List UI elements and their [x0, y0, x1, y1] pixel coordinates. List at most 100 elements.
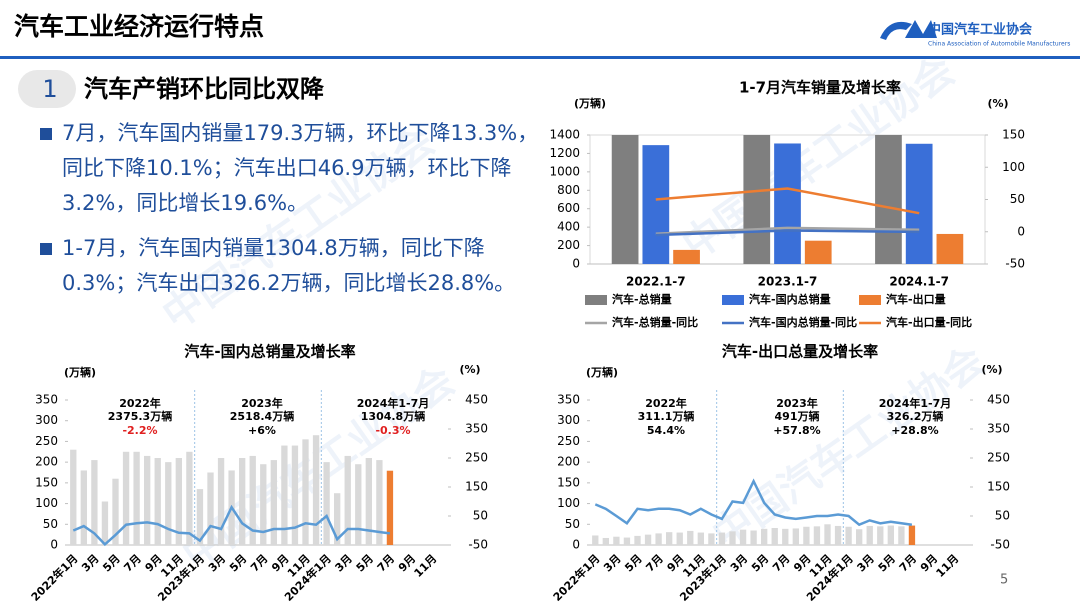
bar	[898, 526, 905, 545]
y-tick-label: 1400	[549, 128, 580, 142]
annotation-growth: -2.2%	[122, 424, 157, 437]
y2-tick-label: 350	[465, 422, 488, 436]
y-tick-label: 0	[572, 538, 580, 552]
y-tick-label: 600	[557, 201, 580, 215]
slide-title: 汽车工业经济运行特点	[14, 12, 264, 41]
y-tick-label: 200	[35, 455, 58, 469]
legend-swatch	[722, 295, 744, 305]
y-tick-label: 250	[35, 434, 58, 448]
annotation-growth: +28.8%	[891, 424, 938, 437]
y2-tick-label: 150	[987, 480, 1010, 494]
bar	[774, 143, 801, 264]
y-tick-label: 150	[557, 475, 580, 489]
legend-label: 汽车-总销量	[612, 292, 672, 306]
y2-tick-label: -50	[990, 538, 1010, 552]
y2-tick-label: -50	[1005, 257, 1025, 271]
bar	[666, 532, 673, 545]
x-tick-label: 7月	[121, 552, 143, 574]
y2-tick-label: 150	[1002, 128, 1025, 142]
y2-tick-label: 50	[473, 509, 488, 523]
y-tick-label: 300	[35, 413, 58, 427]
y2-tick-label: 50	[1010, 192, 1025, 206]
annotation-growth: +6%	[248, 424, 276, 437]
x-tick-label: 11月	[412, 552, 440, 580]
bar	[813, 526, 821, 545]
x-tick-label: 7月	[375, 552, 397, 574]
y-tick-label: 50	[43, 517, 58, 531]
bar	[743, 135, 771, 264]
x-tick-label: 2024.1-7	[889, 275, 949, 289]
x-tick-label: 3月	[79, 552, 101, 574]
annotation-year: 2024年1-7月	[879, 396, 952, 410]
bar	[270, 460, 277, 545]
y-tick-label: 250	[557, 434, 580, 448]
bar	[877, 526, 884, 545]
y2-axis-unit: (%)	[459, 363, 480, 376]
section-badge	[18, 70, 76, 108]
x-tick-label: 11月	[934, 552, 962, 580]
bar	[133, 451, 140, 545]
x-tick-label: 2022.1-7	[626, 275, 686, 289]
line	[72, 504, 391, 547]
x-tick-label: 5月	[354, 552, 376, 574]
y2-axis-unit: (%)	[987, 97, 1008, 110]
bar	[70, 449, 77, 545]
x-tick-label: 3月	[855, 552, 877, 574]
bar	[845, 526, 852, 545]
line	[655, 187, 920, 215]
bar	[365, 458, 372, 545]
x-tick-label: 2022年1月	[550, 551, 603, 604]
y-tick-label: 100	[35, 496, 58, 510]
bar	[323, 462, 330, 545]
watermark: 中国汽车工业协会	[705, 338, 994, 559]
y2-axis-unit: (%)	[981, 363, 1002, 376]
annotation-total: 311.1万辆	[638, 409, 695, 423]
legend-label: 汽车-总销量-同比	[612, 315, 698, 329]
bullet-item: 7月，汽车国内销量179.3万辆，环比下降13.3%，同比下降10.1%；汽车出…	[40, 116, 540, 221]
section-number: 1	[42, 75, 57, 103]
chart-title: 汽车-国内总销量及增长率	[184, 343, 355, 361]
bar	[592, 535, 599, 545]
logo-name-en: China Association of Automobile Manufact…	[928, 41, 1070, 48]
y2-tick-label: -50	[468, 538, 488, 552]
legend-label: 汽车-国内总销量	[749, 292, 831, 306]
bar	[165, 462, 172, 545]
legend-swatch	[859, 295, 881, 305]
annotation-growth: 54.4%	[647, 424, 685, 437]
bar	[196, 489, 204, 545]
y-tick-label: 300	[557, 413, 580, 427]
bar	[344, 455, 351, 545]
bar	[782, 528, 789, 545]
bar	[655, 533, 662, 545]
bar	[771, 528, 778, 545]
bar	[673, 249, 700, 264]
line	[594, 478, 913, 527]
y-axis-unit: (万辆)	[586, 365, 618, 379]
bullet-item: 1-7月，汽车国内销量1304.8万辆，同比下降0.3%；汽车出口326.2万辆…	[40, 231, 540, 301]
x-tick-label: 5月	[622, 552, 644, 574]
x-tick-label: 5月	[876, 552, 898, 574]
bar	[611, 135, 639, 264]
x-tick-label: 2023.1-7	[758, 275, 818, 289]
bar	[644, 534, 652, 545]
annotation-year: 2022年	[119, 396, 161, 410]
bar	[729, 531, 736, 545]
y-tick-label: 800	[557, 183, 580, 197]
y-tick-label: 150	[35, 475, 58, 489]
x-tick-label: 7月	[770, 552, 792, 574]
annotation-total: 1304.8万辆	[361, 409, 425, 423]
bar	[175, 458, 182, 545]
bar	[312, 435, 320, 545]
x-tick-label: 7月	[897, 552, 919, 574]
y2-tick-label: 150	[465, 480, 488, 494]
y-tick-label: 1200	[549, 146, 580, 160]
bar	[207, 472, 214, 545]
x-tick-label: 2022年1月	[28, 551, 81, 604]
bar	[91, 460, 98, 545]
legend-label: 汽车-出口量	[886, 292, 946, 306]
bar	[302, 439, 309, 545]
y-tick-label: 200	[557, 455, 580, 469]
y-axis-unit: (万辆)	[64, 365, 96, 379]
